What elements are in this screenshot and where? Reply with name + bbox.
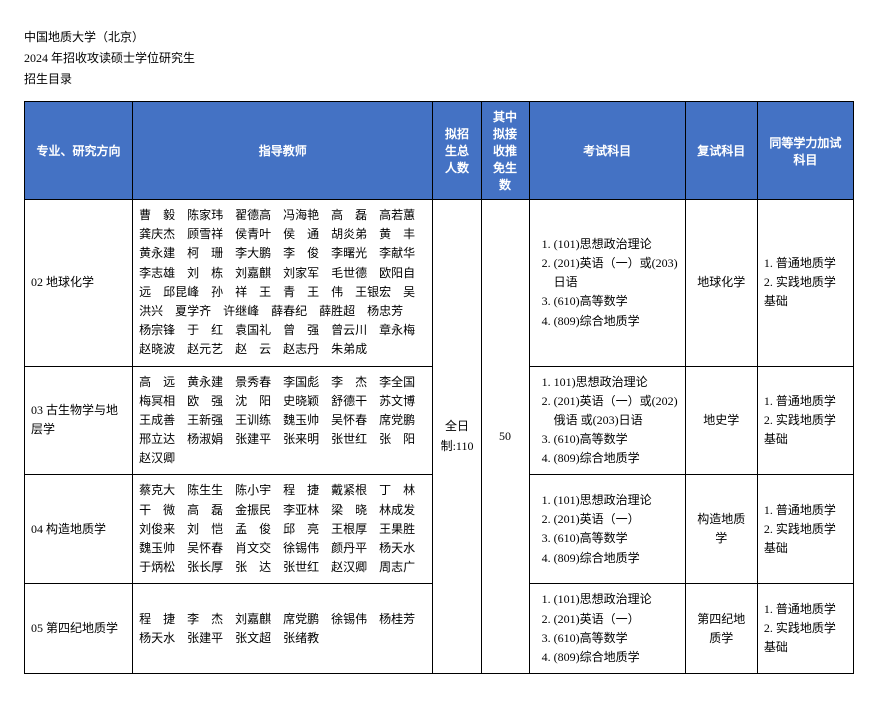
- equal-cell: 1. 普通地质学 2. 实践地质学基础: [757, 200, 853, 367]
- col-equal: 同等学力加试科目: [757, 102, 853, 200]
- exam-item: (610)高等数学: [554, 529, 679, 548]
- exam-cell: (101)思想政治理论(201)英语（一）或(203)日语(610)高等数学(8…: [529, 200, 685, 367]
- rec-total-cell: 50: [481, 200, 529, 674]
- exam-item: (201)英语（一）: [554, 610, 679, 629]
- col-exam: 考试科目: [529, 102, 685, 200]
- exam-item: (101)思想政治理论: [554, 235, 679, 254]
- exam-item: (101)思想政治理论: [554, 491, 679, 510]
- table-body: 02 地球化学曹 毅 陈家玮 翟德高 冯海艳 高 磊 高若蕙 龚庆杰 顾雪祥 侯…: [25, 200, 854, 674]
- table-row: 02 地球化学曹 毅 陈家玮 翟德高 冯海艳 高 磊 高若蕙 龚庆杰 顾雪祥 侯…: [25, 200, 854, 367]
- exam-item: (809)综合地质学: [554, 312, 679, 331]
- exam-cell: (101)思想政治理论(201)英语（一）(610)高等数学(809)综合地质学: [529, 584, 685, 674]
- reexam-cell: 地球化学: [685, 200, 757, 367]
- exam-item: (201)英语（一）或(202)俄语 或(203)日语: [554, 392, 679, 430]
- col-major: 专业、研究方向: [25, 102, 133, 200]
- exam-item: (809)综合地质学: [554, 449, 679, 468]
- col-rec: 其中拟接收推免生数: [481, 102, 529, 200]
- table-header-row: 专业、研究方向 指导教师 拟招生总人数 其中拟接收推免生数 考试科目 复试科目 …: [25, 102, 854, 200]
- plan-total-cell: 全日制:110: [433, 200, 481, 674]
- reexam-cell: 构造地质学: [685, 475, 757, 584]
- major-cell: 02 地球化学: [25, 200, 133, 367]
- admission-table: 专业、研究方向 指导教师 拟招生总人数 其中拟接收推免生数 考试科目 复试科目 …: [24, 101, 854, 674]
- exam-item: 101)思想政治理论: [554, 373, 679, 392]
- advisor-cell: 曹 毅 陈家玮 翟德高 冯海艳 高 磊 高若蕙 龚庆杰 顾雪祥 侯青叶 侯 通 …: [133, 200, 433, 367]
- year-line: 2024 年招收攻读硕士学位研究生: [24, 49, 854, 66]
- exam-item: (201)英语（一）或(203)日语: [554, 254, 679, 292]
- equal-cell: 1. 普通地质学 2. 实践地质学基础: [757, 584, 853, 674]
- exam-cell: (101)思想政治理论(201)英语（一）(610)高等数学(809)综合地质学: [529, 475, 685, 584]
- exam-cell: 101)思想政治理论(201)英语（一）或(202)俄语 或(203)日语(61…: [529, 366, 685, 475]
- exam-item: (201)英语（一）: [554, 510, 679, 529]
- exam-item: (610)高等数学: [554, 629, 679, 648]
- major-cell: 03 古生物学与地层学: [25, 366, 133, 475]
- exam-item: (809)综合地质学: [554, 549, 679, 568]
- major-cell: 05 第四纪地质学: [25, 584, 133, 674]
- col-advisor: 指导教师: [133, 102, 433, 200]
- col-plan: 拟招生总人数: [433, 102, 481, 200]
- major-cell: 04 构造地质学: [25, 475, 133, 584]
- university-name: 中国地质大学（北京）: [24, 28, 854, 45]
- exam-item: (610)高等数学: [554, 292, 679, 311]
- reexam-cell: 地史学: [685, 366, 757, 475]
- advisor-cell: 高 远 黄永建 景秀春 李国彪 李 杰 李全国 梅冥相 欧 强 沈 阳 史晓颖 …: [133, 366, 433, 475]
- equal-cell: 1. 普通地质学 2. 实践地质学基础: [757, 366, 853, 475]
- advisor-cell: 蔡克大 陈生生 陈小宇 程 捷 戴紧根 丁 林 干 微 高 磊 金振民 李亚林 …: [133, 475, 433, 584]
- advisor-cell: 程 捷 李 杰 刘嘉麒 席党鹏 徐锡伟 杨桂芳 杨天水 张建平 张文超 张绪教: [133, 584, 433, 674]
- reexam-cell: 第四纪地质学: [685, 584, 757, 674]
- exam-item: (610)高等数学: [554, 430, 679, 449]
- equal-cell: 1. 普通地质学 2. 实践地质学基础: [757, 475, 853, 584]
- exam-item: (101)思想政治理论: [554, 590, 679, 609]
- catalog-title: 招生目录: [24, 70, 854, 87]
- exam-item: (809)综合地质学: [554, 648, 679, 667]
- col-reexam: 复试科目: [685, 102, 757, 200]
